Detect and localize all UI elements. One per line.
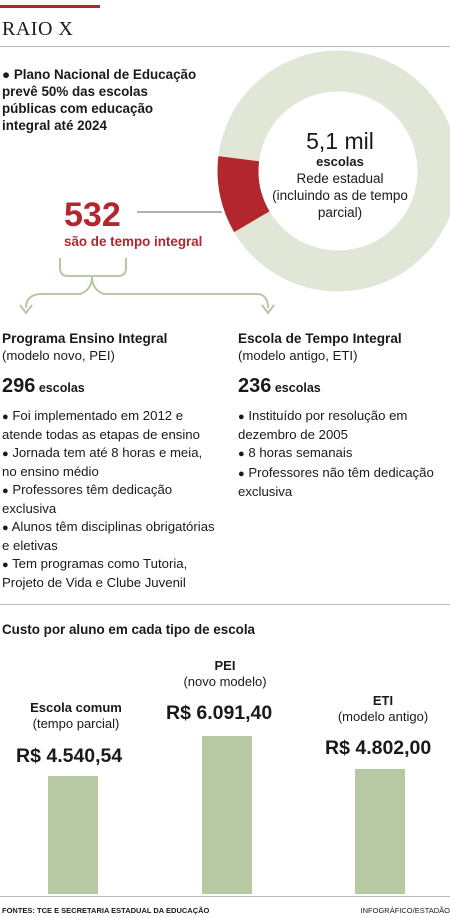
category-label: Escola comum <box>30 700 122 715</box>
program-count: 236 escolas <box>238 375 448 397</box>
bullet-icon: ● <box>2 485 9 497</box>
bullet-icon: ● <box>2 448 9 460</box>
bullet-icon: ● <box>2 559 9 571</box>
credit-note: INFOGRÁFICO/ESTADÃO <box>360 906 450 915</box>
category-sublabel: (tempo parcial) <box>32 716 120 731</box>
bullet-list: ● Instituído por resolução em dezembro d… <box>238 407 448 500</box>
category-sublabel: (novo modelo) <box>183 674 267 689</box>
program-title: Programa Ensino Integral <box>2 331 168 346</box>
count-unit: escolas <box>38 381 85 395</box>
total-schools-unit: escolas <box>316 154 364 169</box>
bar-pei <box>202 736 252 894</box>
list-item-text: Foi implementado em 2012 e atende todas … <box>2 408 200 442</box>
list-item: ● 8 horas semanais <box>238 444 448 463</box>
section-divider <box>0 604 450 605</box>
list-item: ● Professores têm dedicação exclusiva <box>2 481 220 517</box>
list-item-text: Professores não têm dedicação exclusiva <box>238 465 434 499</box>
sources-note: FONTES: TCE E SECRETARIA ESTADUAL DA EDU… <box>2 906 210 915</box>
integral-label: são de tempo integral <box>64 234 203 249</box>
bar-category-escola-comum: Escola comum (tempo parcial) <box>16 700 136 732</box>
bullet-icon: ● <box>238 468 245 480</box>
bullet-icon: ● <box>238 411 245 423</box>
total-schools-description: Rede estadual (incluindo as de tempo par… <box>272 171 408 220</box>
program-title: Escola de Tempo Integral <box>238 331 402 346</box>
category-sublabel: (modelo antigo) <box>337 709 429 724</box>
arrowhead-left <box>19 304 33 315</box>
bullet-icon: ● <box>238 448 245 460</box>
bullet-icon: ● <box>2 522 9 534</box>
bar-eti <box>355 769 405 894</box>
list-item: ● Instituído por resolução em dezembro d… <box>238 407 448 443</box>
donut-chart <box>19 50 450 315</box>
donut-slice-integral <box>217 156 270 233</box>
bar-value-label: R$ 4.802,00 <box>325 737 432 759</box>
program-count: 296 escolas <box>2 375 220 397</box>
footer-rule <box>0 896 450 897</box>
section-title: RAIO X <box>2 18 74 40</box>
list-item-text: 8 horas semanais <box>248 445 353 460</box>
program-subtitle: (modelo antigo, ETI) <box>238 348 358 363</box>
bar-category-pei: PEI (novo modelo) <box>165 658 285 690</box>
program-column-pei: Programa Ensino Integral (modelo novo, P… <box>2 330 220 592</box>
bracket-right-branch <box>91 275 269 309</box>
cost-chart-title: Custo por aluno em cada tipo de escola <box>2 622 255 637</box>
program-column-eti: Escola de Tempo Integral (modelo antigo,… <box>238 330 448 501</box>
bar-escola-comum <box>48 776 98 894</box>
bullet-list: ● Foi implementado em 2012 e atende toda… <box>2 407 220 591</box>
count-value: 236 <box>238 375 272 397</box>
bar-value-label: R$ 6.091,40 <box>166 702 273 724</box>
list-item-text: Alunos têm disciplinas obrigatórias e el… <box>2 519 215 553</box>
list-item: ● Alunos têm disciplinas obrigatórias e … <box>2 518 220 554</box>
list-item-text: Instituído por resolução em dezembro de … <box>238 408 408 442</box>
bullet-icon: ● <box>2 411 9 423</box>
list-item: ● Tem programas como Tutoria, Projeto de… <box>2 555 220 591</box>
program-subtitle: (modelo novo, PEI) <box>2 348 115 363</box>
list-item: ● Jornada tem até 8 horas e meia, no ens… <box>2 444 220 480</box>
intro-text: ● Plano Nacional de Educação prevê 50% d… <box>2 66 202 134</box>
list-item-text: Tem programas como Tutoria, Projeto de V… <box>2 556 188 590</box>
list-item: ● Professores não têm dedicação exclusiv… <box>238 464 448 500</box>
bar-category-eti: ETI (modelo antigo) <box>323 693 443 725</box>
count-value: 296 <box>2 375 36 397</box>
bar-value-label: R$ 4.540,54 <box>16 745 123 767</box>
bracket-left-branch <box>25 275 93 309</box>
list-item-text: Professores têm dedicação exclusiva <box>2 482 173 516</box>
arrowhead-right <box>261 304 275 315</box>
header-accent-bar <box>0 5 100 8</box>
intro-label: Plano Nacional de Educação prevê 50% das… <box>2 67 197 133</box>
bullet-icon: ● <box>2 67 11 82</box>
total-schools-value: 5,1 mil <box>306 128 374 154</box>
count-unit: escolas <box>274 381 321 395</box>
bracket-connector <box>59 258 127 277</box>
donut-center-label: 5,1 mil escolas Rede estadual (incluindo… <box>266 128 414 221</box>
category-label: ETI <box>372 693 394 708</box>
title-rule <box>0 46 450 47</box>
list-item: ● Foi implementado em 2012 e atende toda… <box>2 407 220 443</box>
list-item-text: Jornada tem até 8 horas e meia, no ensin… <box>2 445 203 479</box>
category-label: PEI <box>214 658 236 673</box>
integral-count: 532 <box>64 196 121 234</box>
